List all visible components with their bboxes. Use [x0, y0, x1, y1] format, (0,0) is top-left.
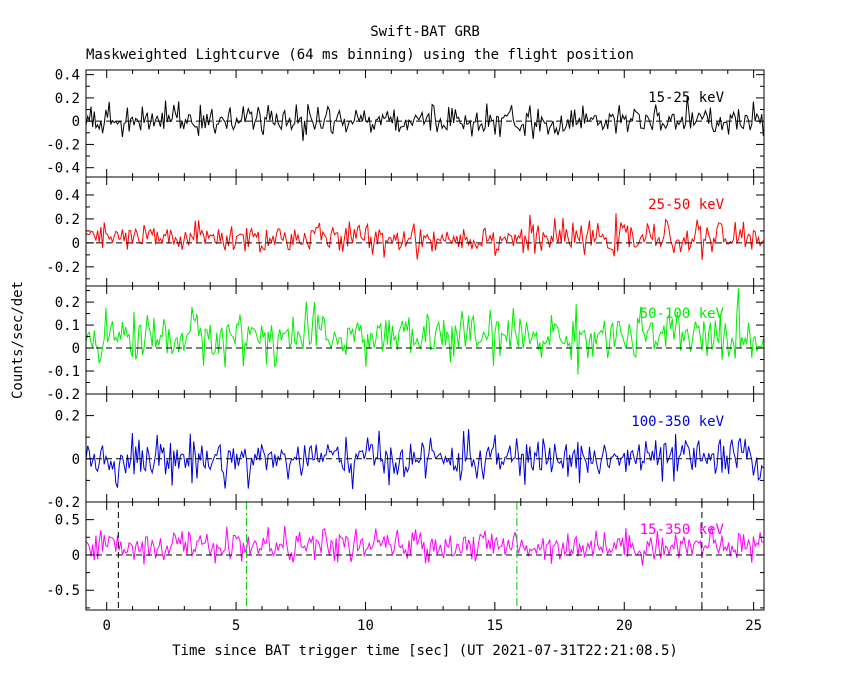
- y-tick-label: -0.4: [46, 161, 80, 177]
- y-tick-label: 0: [72, 341, 80, 357]
- chart-subtitle: Maskweighted Lightcurve (64 ms binning) …: [86, 47, 634, 63]
- y-tick-label: -0.5: [46, 583, 80, 599]
- series-line: [86, 525, 764, 566]
- panel-0: -0.4 -0.2 0 0.2 0.4 15-25 keV: [46, 68, 765, 178]
- y-tick-label: 0: [72, 236, 80, 252]
- panels: -0.4 -0.2 0 0.2 0.4 15-25 keV -0.2 0 0.2 0.4 25-50…: [46, 68, 765, 634]
- panel-frame: [85, 501, 765, 611]
- y-tick-label: 0.2: [55, 409, 80, 425]
- x-axis-label: Time since BAT trigger time [sec] (UT 20…: [172, 643, 678, 659]
- y-tick-label: 0.4: [55, 68, 80, 84]
- x-tick-label: 0: [102, 618, 110, 634]
- panel-3: -0.2 0 0.2 100-350 keV: [46, 393, 765, 511]
- y-tick-label: -0.1: [46, 364, 80, 380]
- band-label: 25-50 keV: [648, 197, 724, 213]
- y-tick-label: 0.4: [55, 188, 80, 204]
- series-line: [86, 429, 764, 490]
- y-tick-label: 0.2: [55, 295, 80, 311]
- band-label: 15-350 keV: [640, 522, 725, 538]
- y-tick-label: 0.1: [55, 318, 80, 334]
- panel-frame: [85, 176, 765, 287]
- y-tick-label: 0.2: [55, 212, 80, 228]
- x-tick-label: 10: [357, 618, 374, 634]
- y-tick-label: -0.2: [46, 260, 80, 276]
- y-tick-label: -0.2: [46, 387, 80, 403]
- x-tick-label: 5: [232, 618, 240, 634]
- series-line: [86, 96, 764, 141]
- series-line: [86, 288, 764, 375]
- y-tick-label: 0: [72, 114, 80, 130]
- panel-1: -0.2 0 0.2 0.4 25-50 keV: [46, 176, 765, 287]
- series-line: [86, 213, 764, 260]
- x-tick-label: 25: [745, 618, 762, 634]
- band-label: 15-25 keV: [648, 90, 724, 106]
- chart-title: Swift-BAT GRB: [370, 24, 480, 40]
- y-axis-label: Counts/sec/det: [10, 281, 26, 399]
- y-tick-label: -0.2: [46, 495, 80, 511]
- panel-frame: [85, 393, 765, 503]
- y-tick-label: 0: [72, 548, 80, 564]
- band-label: 100-350 keV: [631, 414, 724, 430]
- panel-4: -0.5 0 0.5 15-350 keV 0 5 10 15 20 25: [46, 501, 765, 634]
- y-tick-label: 0: [72, 452, 80, 468]
- y-tick-label: -0.2: [46, 137, 80, 153]
- band-label: 50-100 keV: [640, 306, 725, 322]
- x-tick-label: 20: [616, 618, 633, 634]
- panel-2: -0.2 -0.1 0 0.1 0.2 50-100 keV: [46, 285, 765, 403]
- x-tick-label: 15: [486, 618, 503, 634]
- y-tick-label: 0.5: [55, 513, 80, 529]
- y-tick-label: 0.2: [55, 91, 80, 107]
